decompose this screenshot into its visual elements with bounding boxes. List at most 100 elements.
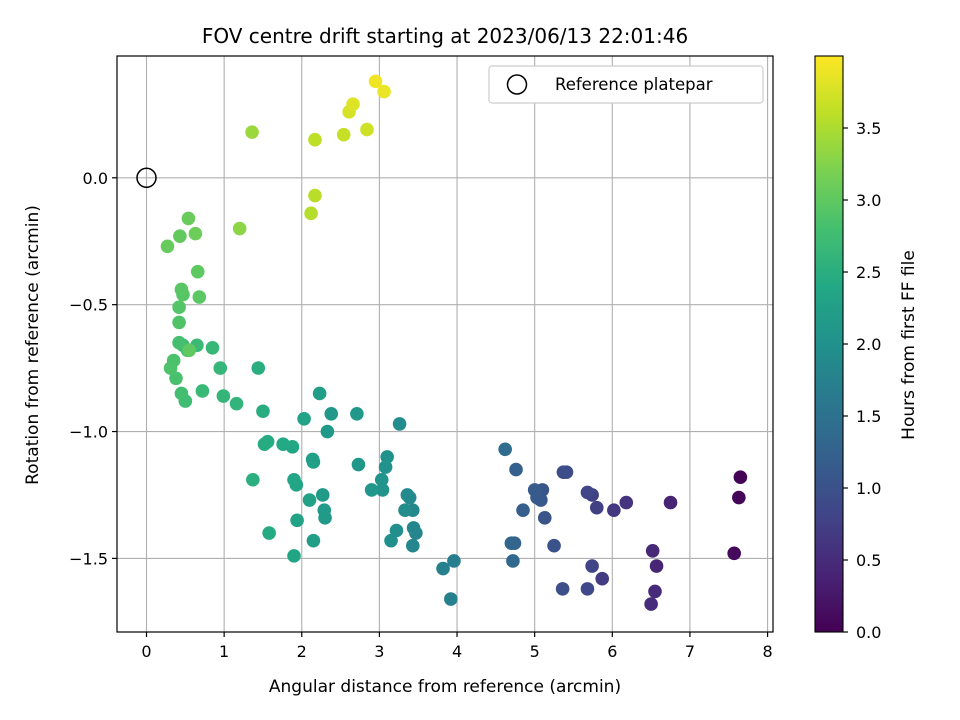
data-point [360, 122, 374, 137]
data-point [213, 361, 228, 375]
data-point [317, 503, 332, 518]
data-point [172, 335, 186, 350]
data-point [257, 437, 272, 452]
data-point [585, 559, 599, 573]
data-point [287, 549, 301, 563]
data-point [312, 386, 327, 401]
y-axis-ticks: 0.0 −0.5 −1.0 −1.5 [69, 169, 117, 568]
data-point [290, 513, 304, 528]
legend: Reference platepar [488, 65, 764, 104]
data-point [190, 264, 205, 279]
data-point [181, 211, 196, 226]
plot-frame [116, 55, 774, 633]
grid-lines [117, 56, 773, 632]
data-point [649, 559, 664, 573]
data-point [648, 584, 662, 599]
data-point [405, 538, 420, 553]
data-point [498, 442, 512, 457]
colorbar-tick-label: 0.0 [856, 623, 881, 642]
data-point [324, 406, 339, 421]
data-point [163, 361, 178, 375]
data-point [182, 343, 196, 358]
colorbar-ticks: 0.0 0.5 1.0 1.5 2.0 2.5 3.0 3.5 [843, 119, 881, 642]
data-point [245, 125, 259, 139]
data-point [392, 417, 407, 431]
y-tick-label: 0.0 [83, 169, 108, 188]
colorbar-tick-label: 0.5 [856, 551, 881, 570]
data-point [173, 229, 187, 243]
data-point [595, 571, 610, 586]
data-point [555, 582, 570, 596]
data-point [364, 483, 379, 497]
data-point [308, 188, 322, 203]
y-tick-label: −0.5 [69, 296, 108, 315]
data-point [368, 74, 383, 89]
data-point [378, 460, 393, 474]
data-point [350, 406, 364, 421]
data-points [160, 74, 748, 611]
colorbar-label: Hours from first FF file [899, 250, 919, 440]
data-point [645, 544, 660, 558]
x-axis-label: Angular distance from reference (arcmin) [269, 677, 621, 697]
data-point [256, 404, 270, 419]
colorbar-tick-label: 1.0 [856, 479, 881, 498]
data-point [589, 500, 604, 515]
colorbar: 0.0 0.5 1.0 1.5 2.0 2.5 3.0 3.5 Hours from firs… [814, 55, 919, 642]
data-point [251, 361, 266, 375]
x-tick-label: 8 [762, 642, 772, 661]
data-point [509, 462, 523, 477]
y-tick-label: −1.0 [69, 423, 108, 442]
y-axis-label: Rotation from reference (arcmin) [23, 205, 43, 485]
data-point [398, 503, 412, 518]
colorbar-tick-label: 3.5 [856, 119, 881, 138]
data-point [262, 526, 276, 540]
data-point [580, 582, 595, 596]
data-point [619, 495, 634, 510]
reference-platepar-marker [136, 167, 157, 189]
data-point [374, 472, 389, 487]
data-point [306, 533, 321, 548]
data-point [375, 483, 390, 497]
data-point [195, 384, 210, 398]
legend-box [488, 65, 764, 104]
data-point [302, 493, 317, 507]
data-point [172, 300, 186, 315]
data-point [229, 396, 244, 411]
data-point [547, 538, 561, 553]
data-point [732, 490, 746, 505]
data-point [188, 226, 203, 241]
data-point [663, 495, 678, 510]
colorbar-tick-label: 3.0 [856, 191, 881, 210]
data-point [400, 488, 415, 502]
data-point [516, 503, 530, 518]
data-point [297, 412, 311, 426]
data-point [160, 239, 175, 254]
data-point [304, 206, 318, 221]
data-point [172, 315, 186, 330]
colorbar-tick-label: 1.5 [856, 407, 881, 426]
data-point [308, 132, 322, 147]
data-point [444, 592, 458, 606]
data-point [216, 389, 231, 403]
data-point [174, 386, 189, 401]
data-point [504, 536, 519, 550]
x-tick-label: 0 [141, 642, 151, 661]
x-tick-label: 2 [297, 642, 307, 661]
x-tick-label: 4 [452, 642, 462, 661]
x-tick-label: 5 [530, 642, 540, 661]
data-point [305, 452, 320, 467]
colorbar-tick-label: 2.0 [856, 335, 881, 354]
data-point [336, 127, 351, 142]
colorbar-gradient [814, 55, 844, 633]
x-tick-label: 6 [607, 642, 617, 661]
legend-label: Reference platepar [555, 75, 713, 94]
data-point [287, 472, 301, 487]
data-point [380, 450, 394, 464]
data-point [384, 533, 398, 548]
data-point [447, 554, 461, 568]
data-point [377, 84, 391, 99]
colorbar-tick-label: 2.5 [856, 263, 881, 282]
data-point [232, 221, 247, 236]
data-point [351, 457, 366, 472]
